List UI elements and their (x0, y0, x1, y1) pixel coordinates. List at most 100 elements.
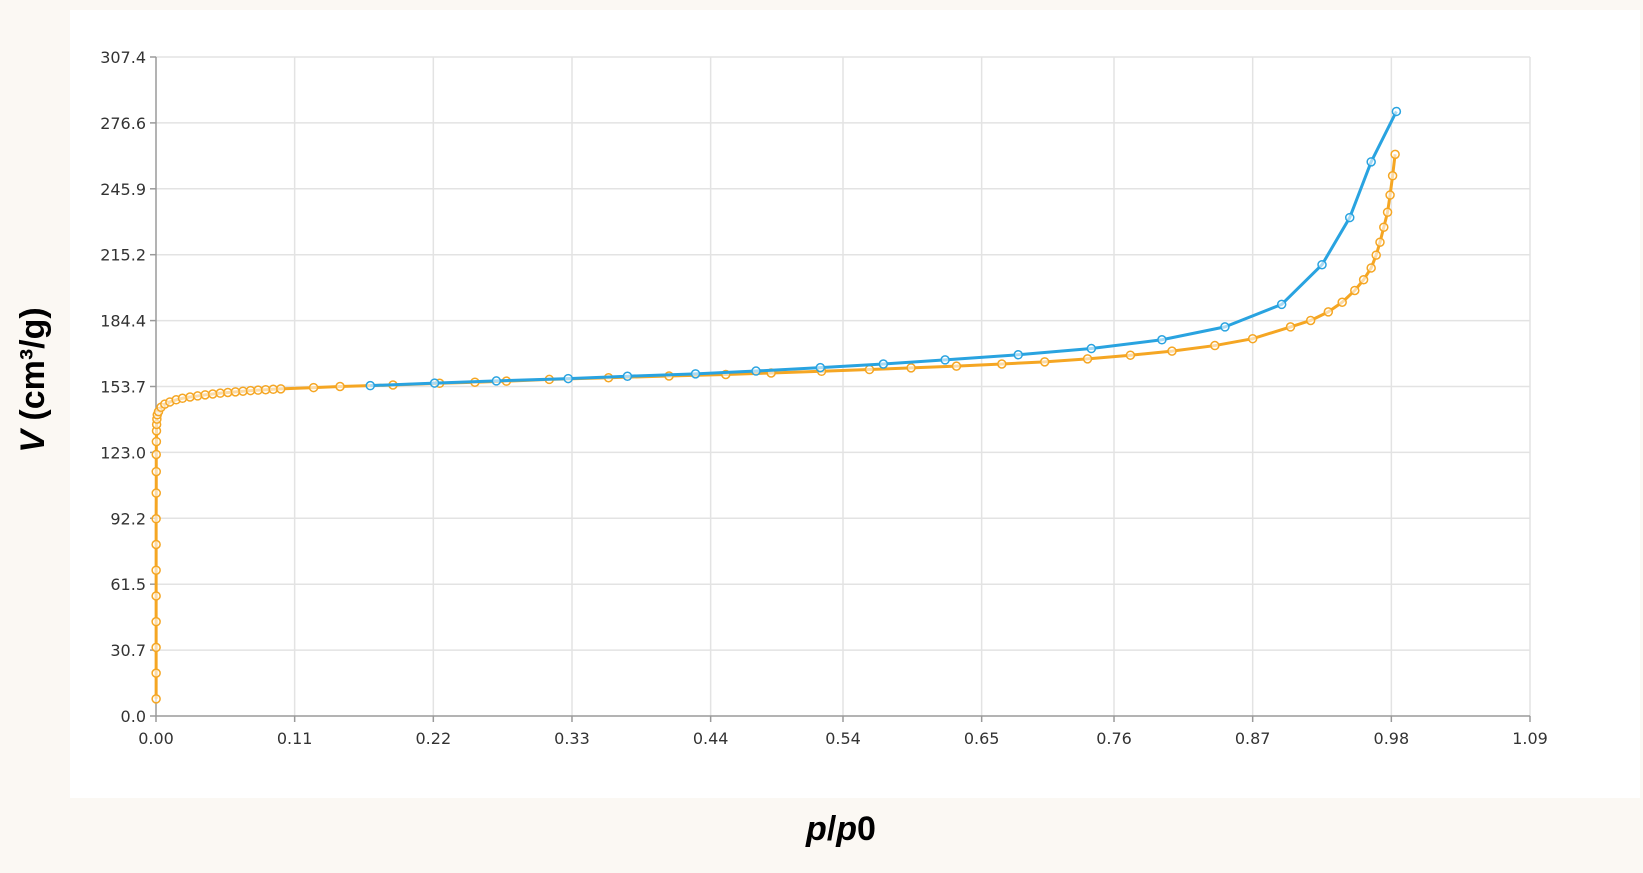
adsorption-point (151, 616, 161, 627)
desorption-point (1366, 157, 1376, 167)
x-axis-title-p2: p (835, 810, 857, 848)
adsorption-point (151, 694, 161, 704)
desorption-point (1276, 299, 1287, 310)
desorption-point (1317, 259, 1327, 270)
x-tick-label: 0.00 (138, 729, 174, 748)
desorption-point (491, 376, 502, 386)
y-tick-label: 307.4 (100, 48, 146, 67)
adsorption-point (308, 382, 319, 393)
adsorption-point (997, 359, 1007, 369)
x-tick-label: 0.22 (416, 729, 452, 748)
desorption-point (690, 369, 701, 379)
desorption-point (622, 371, 633, 381)
adsorption-point (1390, 149, 1400, 160)
x-axis-title-p: p (805, 810, 827, 848)
x-tick-label: 0.33 (554, 729, 590, 748)
adsorption-point (906, 363, 916, 373)
adsorption-point (1387, 171, 1398, 181)
desorption-point (878, 359, 889, 369)
adsorption-point (151, 668, 161, 678)
y-axis-title: V (cm³/g) (14, 307, 52, 452)
adsorption-point (151, 591, 161, 601)
adsorption-point (151, 436, 162, 447)
isotherm-chart: 0.00 0.11 0.22 0.33 0.44 0.54 0.65 0.76 0.87 0.98… (100, 48, 1548, 748)
adsorption-point (1247, 333, 1258, 344)
y-axis-title-symbol: V (14, 427, 52, 453)
adsorption-point (1285, 322, 1296, 332)
adsorption-point (230, 387, 241, 397)
adsorption-point (1382, 207, 1393, 217)
x-axis-title-zero: 0 (857, 810, 876, 848)
adsorption-point (1385, 190, 1395, 200)
y-tick-label: 184.4 (100, 312, 146, 331)
plot-panel: 0.00 0.11 0.22 0.33 0.44 0.54 0.65 0.76 0.87 0.98… (70, 10, 1640, 798)
tick-label-layer: 0.00 0.11 0.22 0.33 0.44 0.54 0.65 0.76 0.87 0.98… (100, 48, 1548, 748)
x-axis-title-slash: / (827, 810, 837, 848)
x-tick-label: 1.09 (1512, 729, 1548, 748)
adsorption-point (1350, 285, 1360, 296)
adsorption-series (151, 149, 1400, 704)
adsorption-point (151, 466, 161, 477)
y-axis-title-unit: (cm³/g) (14, 307, 52, 430)
adsorption-point (223, 387, 233, 398)
y-tick-label: 0.0 (121, 707, 146, 726)
adsorption-point (185, 392, 195, 402)
x-axis-title-wrapper: p/p0 (805, 810, 876, 848)
adsorption-point (207, 389, 218, 399)
y-tick-label: 61.5 (110, 575, 146, 594)
desorption-point (563, 373, 573, 384)
y-tick-label: 92.2 (110, 509, 146, 528)
desorption-point (1157, 335, 1167, 345)
adsorption-point (151, 565, 161, 575)
y-tick-label: 30.7 (110, 641, 146, 660)
x-tick-label: 0.11 (277, 729, 313, 748)
desorption-point (1391, 106, 1402, 117)
adsorption-line (154, 154, 1397, 699)
adsorption-point (1305, 315, 1316, 326)
adsorption-point (268, 384, 278, 395)
x-axis-title: p/p0 (805, 810, 876, 848)
adsorption-point (1167, 346, 1177, 356)
adsorption-point (276, 384, 286, 394)
grid-layer (156, 56, 1531, 716)
y-tick-label: 123.0 (100, 443, 146, 462)
adsorption-point (238, 386, 248, 396)
adsorption-point (151, 539, 161, 550)
desorption-point (1344, 212, 1355, 223)
adsorption-point (1379, 222, 1389, 232)
adsorption-point (1039, 357, 1050, 367)
adsorption-point (1082, 354, 1093, 364)
adsorption-point (1366, 263, 1376, 273)
y-tick-label: 215.2 (100, 246, 146, 265)
adsorption-point (215, 388, 226, 398)
x-tick-label: 0.44 (693, 729, 729, 748)
adsorption-point (1337, 297, 1347, 307)
y-tick-label: 245.9 (100, 180, 146, 199)
adsorption-point (1371, 250, 1381, 260)
adsorption-point (1323, 307, 1334, 317)
desorption-point (940, 355, 950, 365)
desorption-series (365, 106, 1402, 391)
adsorption-point (151, 488, 161, 498)
adsorption-point (253, 385, 263, 395)
adsorption-point (151, 449, 161, 460)
adsorption-point (260, 384, 271, 395)
adsorption-point (1125, 350, 1136, 360)
desorption-point (365, 380, 376, 391)
desorption-point (429, 378, 440, 388)
adsorption-point (1358, 274, 1369, 285)
y-tick-label: 153.7 (100, 378, 146, 397)
desorption-point (1013, 350, 1023, 360)
axis-layer (150, 56, 1531, 722)
adsorption-point (151, 642, 161, 653)
adsorption-point (864, 364, 875, 375)
x-tick-label: 0.76 (1096, 729, 1132, 748)
adsorption-point (1210, 340, 1220, 351)
adsorption-point (1375, 237, 1385, 247)
y-tick-label: 276.6 (100, 114, 146, 133)
x-tick-label: 0.54 (825, 729, 861, 748)
y-axis-title-wrapper: V (cm³/g) (14, 307, 52, 452)
desorption-point (815, 362, 826, 373)
x-tick-label: 0.87 (1235, 729, 1271, 748)
adsorption-point (951, 361, 962, 371)
